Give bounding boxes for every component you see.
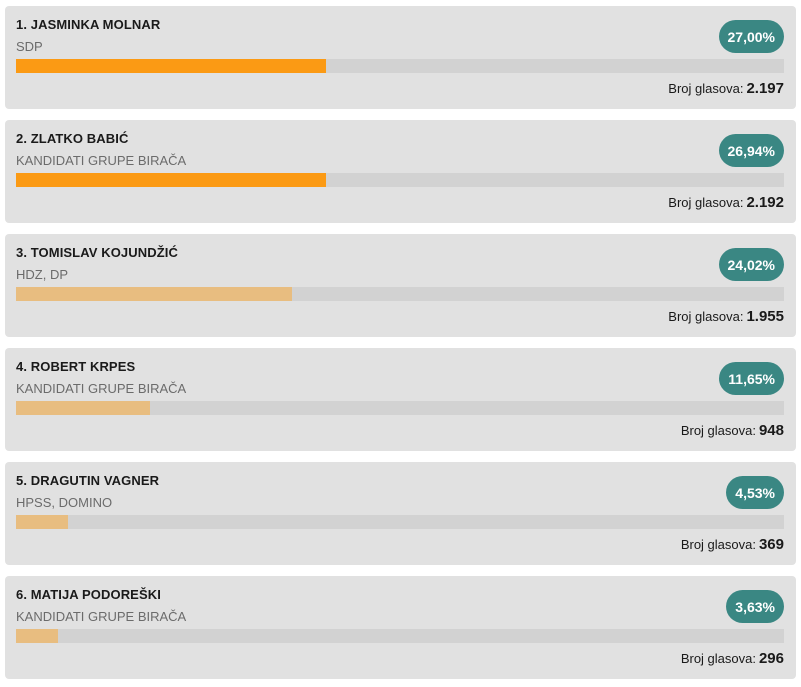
progress-fill: [16, 173, 326, 187]
vote-count-value: 296: [758, 650, 784, 667]
vote-count-label: Broj glasova:: [668, 195, 744, 210]
candidate-name: 1. JASMINKA MOLNAR: [16, 17, 161, 32]
progress-track: [16, 287, 784, 301]
candidate-party: SDP: [16, 39, 43, 54]
candidate-card: 6. MATIJA PODOREŠKI KANDIDATI GRUPE BIRA…: [5, 576, 796, 679]
candidate-party: KANDIDATI GRUPE BIRAČA: [16, 609, 187, 624]
progress-fill: [16, 59, 326, 73]
progress-fill: [16, 629, 59, 643]
vote-count-value: 369: [758, 536, 784, 553]
percent-badge: 11,65%: [719, 362, 784, 395]
progress-fill: [16, 401, 150, 415]
candidate-party: HDZ, DP: [16, 267, 68, 282]
percent-badge: 3,63%: [726, 590, 784, 623]
percent-badge: 27,00%: [718, 20, 784, 53]
candidate-card: 1. JASMINKA MOLNAR SDP 27,00% Broj glaso…: [5, 6, 796, 109]
progress-fill: [16, 287, 292, 301]
vote-count-value: 2.192: [746, 194, 784, 211]
progress-track: [16, 173, 784, 187]
candidate-name: 5. DRAGUTIN VAGNER: [16, 473, 160, 488]
candidate-card: 3. TOMISLAV KOJUNDŽIĆ HDZ, DP 24,02% Bro…: [5, 234, 796, 337]
percent-badge: 4,53%: [726, 476, 784, 509]
vote-count-value: 948: [758, 422, 784, 439]
vote-count-label: Broj glasova:: [680, 651, 756, 666]
vote-count-value: 2.197: [746, 80, 784, 97]
percent-badge: 24,02%: [718, 248, 784, 281]
progress-track: [16, 629, 784, 643]
candidate-card: 4. ROBERT KRPES KANDIDATI GRUPE BIRAČA 1…: [5, 348, 796, 451]
vote-count: Broj glasova: 2.192: [668, 194, 784, 211]
vote-count: Broj glasova: 1.955: [668, 308, 784, 325]
candidate-name: 4. ROBERT KRPES: [16, 359, 136, 374]
candidate-name: 6. MATIJA PODOREŠKI: [16, 587, 161, 602]
progress-fill: [16, 515, 69, 529]
progress-track: [16, 515, 784, 529]
percent-badge: 26,94%: [718, 134, 784, 167]
vote-count-label: Broj glasova:: [668, 81, 744, 96]
vote-count: Broj glasova: 369: [681, 536, 784, 553]
vote-count-label: Broj glasova:: [680, 423, 756, 438]
vote-count-label: Broj glasova:: [680, 537, 756, 552]
vote-count-label: Broj glasova:: [668, 309, 744, 324]
candidate-party: HPSS, DOMINO: [16, 495, 113, 510]
progress-track: [16, 401, 784, 415]
candidate-party: KANDIDATI GRUPE BIRAČA: [16, 381, 187, 396]
vote-count: Broj glasova: 2.197: [668, 80, 784, 97]
candidate-name: 3. TOMISLAV KOJUNDŽIĆ: [16, 245, 178, 260]
progress-track: [16, 59, 784, 73]
candidate-card: 5. DRAGUTIN VAGNER HPSS, DOMINO 4,53% Br…: [5, 462, 796, 565]
candidate-party: KANDIDATI GRUPE BIRAČA: [16, 153, 187, 168]
vote-count: Broj glasova: 948: [681, 422, 784, 439]
vote-count-value: 1.955: [746, 308, 784, 325]
candidate-name: 2. ZLATKO BABIĆ: [16, 131, 129, 146]
vote-count: Broj glasova: 296: [681, 650, 784, 667]
candidate-card: 2. ZLATKO BABIĆ KANDIDATI GRUPE BIRAČA 2…: [5, 120, 796, 223]
